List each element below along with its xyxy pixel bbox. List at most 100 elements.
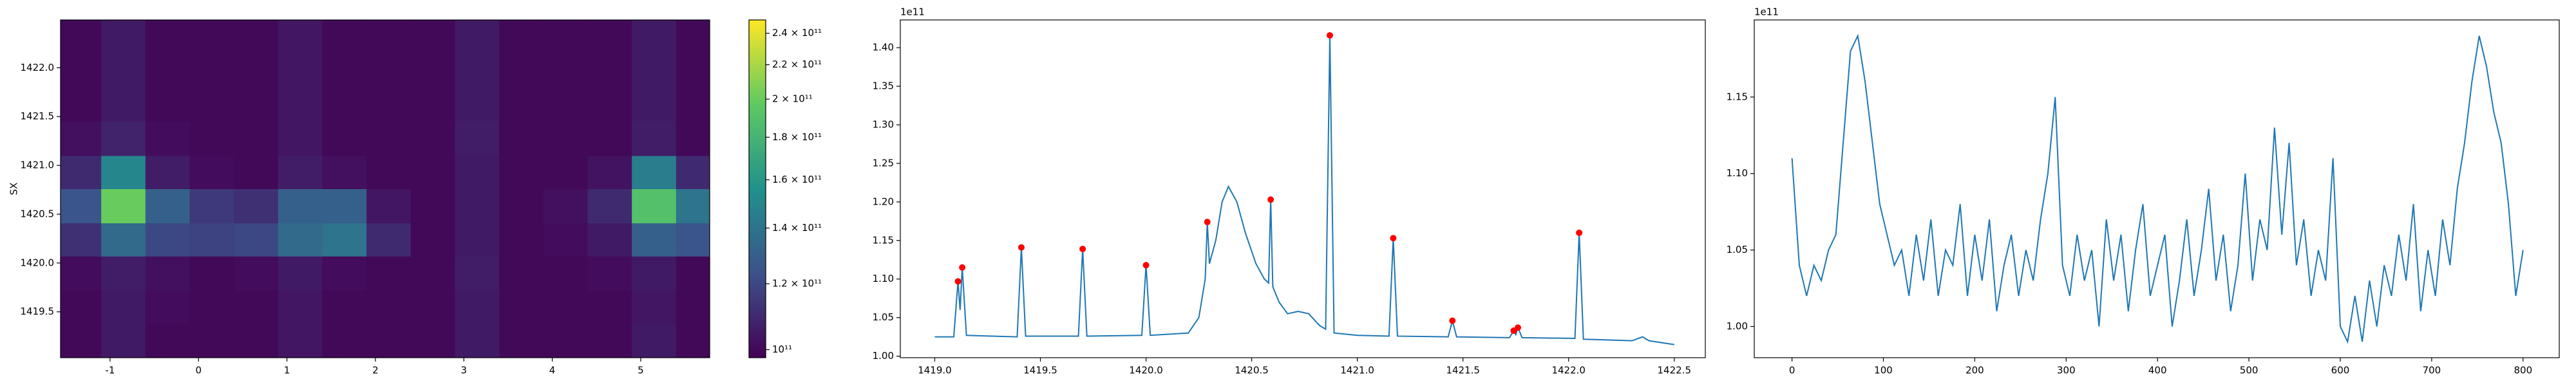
heat-cell <box>322 54 367 88</box>
heat-cell <box>676 323 710 358</box>
heat-cell <box>234 323 279 358</box>
heat-cell <box>455 223 500 257</box>
heat-cell <box>322 121 367 156</box>
heat-cell <box>632 121 677 156</box>
peak-marker <box>959 264 966 271</box>
y-tick-label: 1.20 <box>873 196 894 207</box>
peak-marker <box>1390 235 1397 242</box>
heat-cell <box>278 87 323 122</box>
x-tick-label: 100 <box>1874 365 1893 376</box>
x-tick-label: 1419.0 <box>918 365 952 376</box>
heat-cell <box>322 290 367 324</box>
peak-marker <box>1326 32 1333 39</box>
heat-cell <box>455 290 500 324</box>
heat-cell <box>587 290 632 324</box>
heat-cell <box>278 188 323 224</box>
heat-cell <box>189 87 234 122</box>
heat-cell <box>234 54 279 88</box>
heat-cell <box>543 87 588 122</box>
y-tick-label: 1.40 <box>873 42 894 53</box>
heat-cell <box>101 256 146 291</box>
heat-cell <box>189 323 234 358</box>
y-tick-label: 1.35 <box>873 80 894 92</box>
heat-cell <box>543 20 588 55</box>
x-tick-label: 0 <box>1789 365 1795 376</box>
heat-cell <box>145 256 191 291</box>
heat-cell <box>410 155 455 189</box>
heat-cell <box>145 290 191 324</box>
heat-cell <box>145 155 191 189</box>
heat-cell <box>632 54 677 88</box>
heat-cell <box>499 155 544 189</box>
heat-cell <box>101 223 146 257</box>
plot-area <box>934 32 1674 345</box>
heat-cell <box>366 290 412 324</box>
heat-cell <box>366 223 412 257</box>
y-tick-label: 1.10 <box>873 273 894 284</box>
heat-cell <box>234 87 279 122</box>
heat-cell <box>189 20 234 55</box>
heat-cell <box>61 54 102 88</box>
heat-cell <box>632 87 677 122</box>
peak-marker <box>1018 244 1025 251</box>
heat-cell <box>322 188 367 224</box>
colorbar-tick-label: 1.6 × 10¹¹ <box>772 174 822 185</box>
heat-cell <box>632 188 677 224</box>
heat-cell <box>61 188 102 224</box>
x-tick-label: -1 <box>105 365 115 376</box>
heat-cell <box>543 121 588 156</box>
heat-cell <box>676 223 710 257</box>
heat-cell <box>455 323 500 358</box>
heat-cell <box>366 54 412 88</box>
heat-cell <box>587 20 632 55</box>
heat-cell <box>145 323 191 358</box>
heat-cell <box>234 188 279 224</box>
heat-cell <box>101 323 146 358</box>
heat-cell <box>234 121 279 156</box>
colorbar-tick-label: 2 × 10¹¹ <box>772 93 813 105</box>
heat-cell <box>543 223 588 257</box>
heat-cell <box>61 87 102 122</box>
heat-cell <box>234 155 279 189</box>
peak-marker <box>1576 229 1583 236</box>
heat-cell <box>189 121 234 156</box>
heat-cell <box>499 54 544 88</box>
heat-cell <box>543 290 588 324</box>
heat-cell <box>189 188 234 224</box>
peak-marker <box>1079 245 1086 252</box>
heat-cell <box>322 323 367 358</box>
heat-cell <box>632 256 677 291</box>
heat-cell <box>234 223 279 257</box>
heat-cell <box>543 188 588 224</box>
heat-cell <box>145 87 191 122</box>
x-tick-label: 2 <box>372 365 379 376</box>
heat-cell <box>366 121 412 156</box>
heat-cell <box>61 323 102 358</box>
heat-cell <box>366 87 412 122</box>
heat-cell <box>455 256 500 291</box>
y-tick-label: 1421.5 <box>21 111 55 122</box>
heat-cell <box>676 54 710 88</box>
y-tick-label: 1.15 <box>1727 91 1748 102</box>
heat-cell <box>410 121 455 156</box>
heat-cell <box>499 188 544 224</box>
offset-text: 1e11 <box>900 6 925 18</box>
heat-cell <box>278 20 323 55</box>
heat-cell <box>322 223 367 257</box>
y-tick-label: 1.10 <box>1727 167 1748 179</box>
heat-cell <box>366 155 412 189</box>
x-tick-label: 500 <box>2240 365 2259 376</box>
heat-cell <box>278 54 323 88</box>
heat-cell <box>587 323 632 358</box>
heat-cell <box>543 54 588 88</box>
heat-cell <box>632 20 677 55</box>
heat-cell <box>676 290 710 324</box>
x-tick-label: 1 <box>284 365 290 376</box>
heat-cell <box>587 256 632 291</box>
y-tick-label: 1419.5 <box>21 306 55 317</box>
heat-cell <box>410 188 455 224</box>
y-tick-label: 1422.0 <box>21 62 55 73</box>
heat-cell <box>676 188 710 224</box>
colorbar-tick-label: 10¹¹ <box>772 344 792 355</box>
